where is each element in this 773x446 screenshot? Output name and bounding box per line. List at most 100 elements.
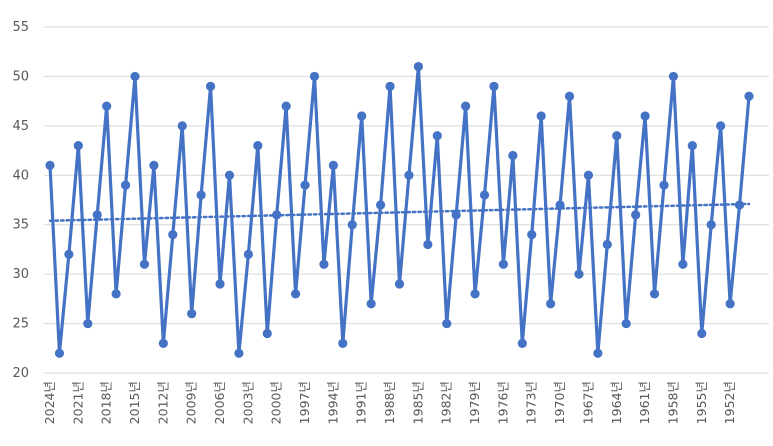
- data-point: [621, 318, 631, 329]
- data-point: [697, 328, 707, 339]
- data-point: [612, 131, 622, 141]
- x-tick-label: 1955년: [694, 381, 709, 424]
- data-point: [139, 259, 150, 269]
- data-point: [631, 210, 641, 220]
- data-point: [347, 220, 357, 230]
- data-point: [678, 259, 688, 269]
- data-point: [734, 200, 745, 210]
- data-point: [394, 279, 405, 289]
- data-point: [536, 111, 546, 121]
- x-tick-label: 1985년: [410, 381, 425, 424]
- data-point: [451, 210, 461, 220]
- x-tick-label: 1997년: [297, 381, 312, 424]
- data-point: [508, 150, 518, 161]
- data-point: [319, 259, 329, 269]
- data-point: [168, 230, 178, 240]
- data-point: [158, 338, 168, 348]
- x-tick-label: 2000년: [269, 381, 284, 424]
- y-tick-labels: 20 25 30 35 40 45 50 55: [12, 20, 29, 381]
- x-tick-label: 1991년: [354, 381, 369, 424]
- data-point: [328, 160, 338, 170]
- data-point: [130, 71, 140, 82]
- y-tick-label: 30: [12, 267, 29, 282]
- x-tick-label: 1952년: [722, 381, 737, 424]
- data-point: [489, 81, 499, 91]
- data-point: [725, 299, 735, 309]
- data-point: [649, 289, 660, 299]
- x-tick-label: 2012년: [155, 381, 170, 424]
- data-point: [366, 299, 376, 309]
- data-point: [404, 170, 414, 180]
- x-tick-label: 2018년: [99, 381, 114, 424]
- data-point: [83, 318, 93, 329]
- data-point: [574, 269, 584, 279]
- x-tick-label: 2006년: [212, 381, 227, 424]
- x-tick-label: 2021년: [70, 381, 85, 424]
- data-point: [149, 160, 159, 170]
- x-tick-label: 1976년: [495, 381, 510, 424]
- data-point: [659, 180, 669, 190]
- x-tick-label: 1961년: [637, 381, 652, 424]
- data-point: [64, 249, 74, 259]
- y-tick-label: 55: [12, 20, 29, 35]
- data-point: [281, 101, 291, 111]
- data-point: [498, 259, 509, 269]
- data-point: [177, 121, 187, 131]
- data-point: [262, 328, 272, 339]
- data-point: [357, 111, 367, 121]
- trendline: [48, 202, 751, 223]
- data-point: [564, 91, 575, 101]
- data-point: [215, 279, 225, 289]
- data-point: [196, 190, 206, 200]
- data-point: [640, 111, 650, 121]
- data-point: [517, 338, 527, 348]
- data-point: [290, 289, 301, 299]
- series-layer: [45, 61, 754, 358]
- data-point: [376, 200, 386, 210]
- data-point: [102, 101, 112, 111]
- x-tick-label: 1958년: [665, 381, 680, 424]
- data-point: [668, 71, 679, 82]
- x-tick-label: 1964년: [609, 381, 624, 424]
- data-point: [45, 160, 55, 170]
- x-tick-label: 1979년: [467, 381, 482, 424]
- data-point: [442, 318, 452, 329]
- data-point: [120, 180, 131, 190]
- data-point: [205, 81, 216, 91]
- data-point: [73, 141, 83, 151]
- data-point: [602, 239, 612, 250]
- x-tick-labels: 2024년 2021년 2018년 2015년 2012년 2009년 2006년 2003년…: [42, 381, 737, 424]
- y-tick-label: 45: [12, 119, 29, 134]
- data-point: [272, 210, 282, 220]
- data-point: [243, 249, 253, 259]
- x-tick-label: 1967년: [580, 381, 595, 424]
- trendline-layer: [48, 202, 751, 223]
- data-point: [423, 239, 433, 250]
- data-point: [583, 170, 594, 180]
- x-tick-label: 2015년: [127, 381, 142, 424]
- x-tick-label: 1982년: [439, 381, 454, 424]
- y-tick-label: 40: [12, 168, 29, 183]
- data-point: [470, 289, 480, 299]
- x-tick-label: 1988년: [382, 381, 397, 424]
- x-tick-label: 1994년: [325, 381, 340, 424]
- y-tick-label: 35: [12, 218, 29, 233]
- series-line: [48, 64, 751, 355]
- y-tick-label: 25: [12, 317, 29, 332]
- data-point: [413, 61, 423, 72]
- data-point: [111, 289, 121, 299]
- data-point: [593, 348, 603, 358]
- data-point: [224, 170, 235, 180]
- data-point: [716, 121, 726, 131]
- data-point: [54, 348, 65, 358]
- data-point: [527, 230, 537, 240]
- data-point: [546, 299, 556, 309]
- data-point: [479, 190, 490, 200]
- data-point: [309, 71, 320, 82]
- data-point: [687, 141, 697, 151]
- data-point: [92, 210, 102, 220]
- data-point: [253, 141, 263, 151]
- data-point: [461, 101, 471, 111]
